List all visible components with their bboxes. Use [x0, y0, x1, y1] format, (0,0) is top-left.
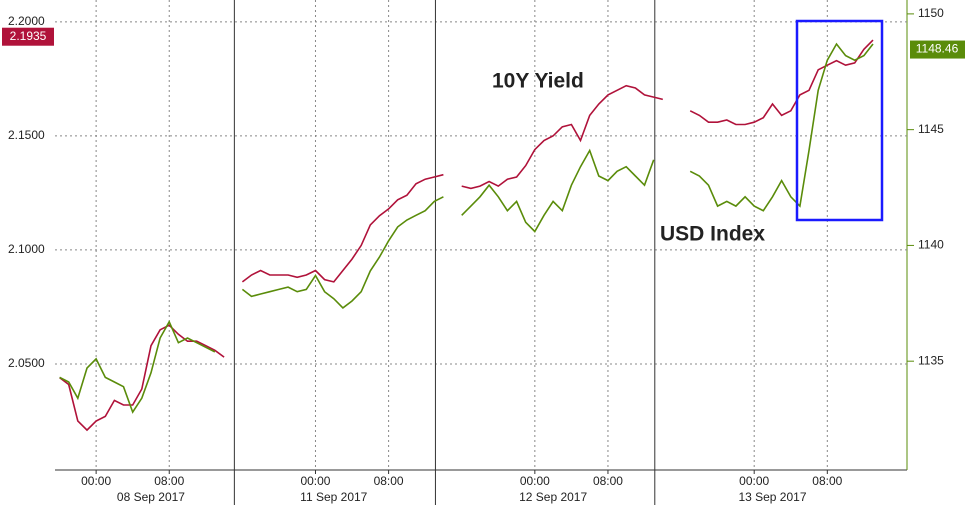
y-tick-label: 2.2000 — [8, 14, 45, 28]
last-value: 1148.46 — [916, 42, 959, 56]
badge-bg — [910, 40, 965, 59]
last-value-badge: 1148.46 — [910, 40, 965, 59]
date-label: 08 Sep 2017 — [117, 490, 185, 504]
series-label: 10Y Yield — [492, 70, 584, 93]
date-label: 13 Sep 2017 — [738, 490, 806, 504]
x-tick-label: 00:00 — [300, 474, 330, 488]
x-tick-label: 00:00 — [739, 474, 769, 488]
x-tick-label: 08:00 — [812, 474, 842, 488]
series-line — [59, 42, 874, 414]
last-value: 2.1935 — [10, 29, 47, 43]
series-label: USD Index — [660, 223, 765, 246]
y2-tick-label: 1135 — [918, 353, 944, 367]
x-tick-label: 08:00 — [154, 474, 184, 488]
series-line — [59, 39, 874, 432]
x-tick-label: 00:00 — [520, 474, 550, 488]
y-tick-label: 2.1500 — [8, 128, 45, 142]
y2-tick-label: 1150 — [918, 6, 944, 20]
y-tick-label: 2.1000 — [8, 242, 45, 256]
last-value-badge: 2.1935 — [2, 27, 54, 46]
date-label: 12 Sep 2017 — [519, 490, 587, 504]
badge-bg — [2, 27, 54, 46]
x-tick-label: 08:00 — [593, 474, 623, 488]
highlight-box — [795, 19, 884, 222]
x-tick-label: 08:00 — [374, 474, 404, 488]
x-tick-label: 00:00 — [81, 474, 111, 488]
y2-tick-label: 1140 — [918, 238, 944, 252]
date-label: 11 Sep 2017 — [300, 490, 367, 504]
y-tick-label: 2.0500 — [8, 356, 45, 370]
y2-tick-label: 1145 — [918, 122, 944, 136]
